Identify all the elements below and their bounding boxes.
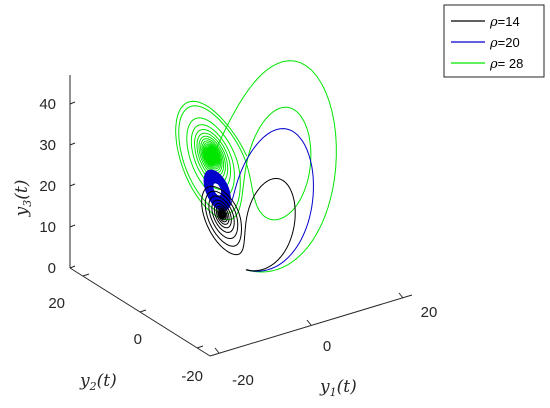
z-tick-mark xyxy=(69,142,76,146)
trajectory-rho-14 xyxy=(201,178,296,272)
z-tick-mark xyxy=(69,265,76,269)
legend-entry-2: ρ= 28 xyxy=(489,56,523,72)
series-layer xyxy=(175,60,337,273)
y-tick-mark xyxy=(139,309,147,313)
x-tick-mark xyxy=(306,319,312,326)
y-tick-mark xyxy=(196,345,204,349)
x-tick-label: -20 xyxy=(232,372,254,389)
y-ticks: 20 0 -20 xyxy=(48,273,204,385)
x-tick-label: 0 xyxy=(323,338,331,355)
z-ticks: 0 10 20 30 40 xyxy=(39,96,76,277)
z-tick-mark xyxy=(69,183,76,187)
legend: ρ=14 ρ=20 ρ= 28 xyxy=(443,4,545,78)
z-tick-mark xyxy=(69,101,76,105)
legend-box xyxy=(443,4,545,78)
axes xyxy=(69,75,413,357)
z-tick-label: 30 xyxy=(39,137,56,154)
z-axis-label: y3(t) xyxy=(12,180,34,218)
y-tick-mark xyxy=(82,273,90,277)
z-tick-label: 10 xyxy=(39,219,56,236)
z-tick-mark xyxy=(69,224,76,228)
x-tick-label: 20 xyxy=(421,304,438,321)
z-tick-label: 40 xyxy=(39,96,56,113)
x-tick-mark xyxy=(214,347,220,354)
legend-entry-1: ρ=20 xyxy=(489,35,520,51)
x-ticks: -20 0 20 xyxy=(214,292,438,389)
y-tick-label: 0 xyxy=(134,331,142,348)
y-tick-label: -20 xyxy=(181,368,203,385)
trajectory-rho-28 xyxy=(175,60,337,273)
x-axis-label: y1(t) xyxy=(319,377,357,399)
y-axis-label: y2(t) xyxy=(79,371,117,393)
z-tick-label: 20 xyxy=(39,178,56,195)
x-tick-mark xyxy=(398,292,404,299)
x-axis-line xyxy=(209,294,413,357)
z-tick-label: 0 xyxy=(48,260,56,277)
legend-entry-0: ρ=14 xyxy=(489,14,520,30)
y-tick-label: 20 xyxy=(48,295,65,312)
